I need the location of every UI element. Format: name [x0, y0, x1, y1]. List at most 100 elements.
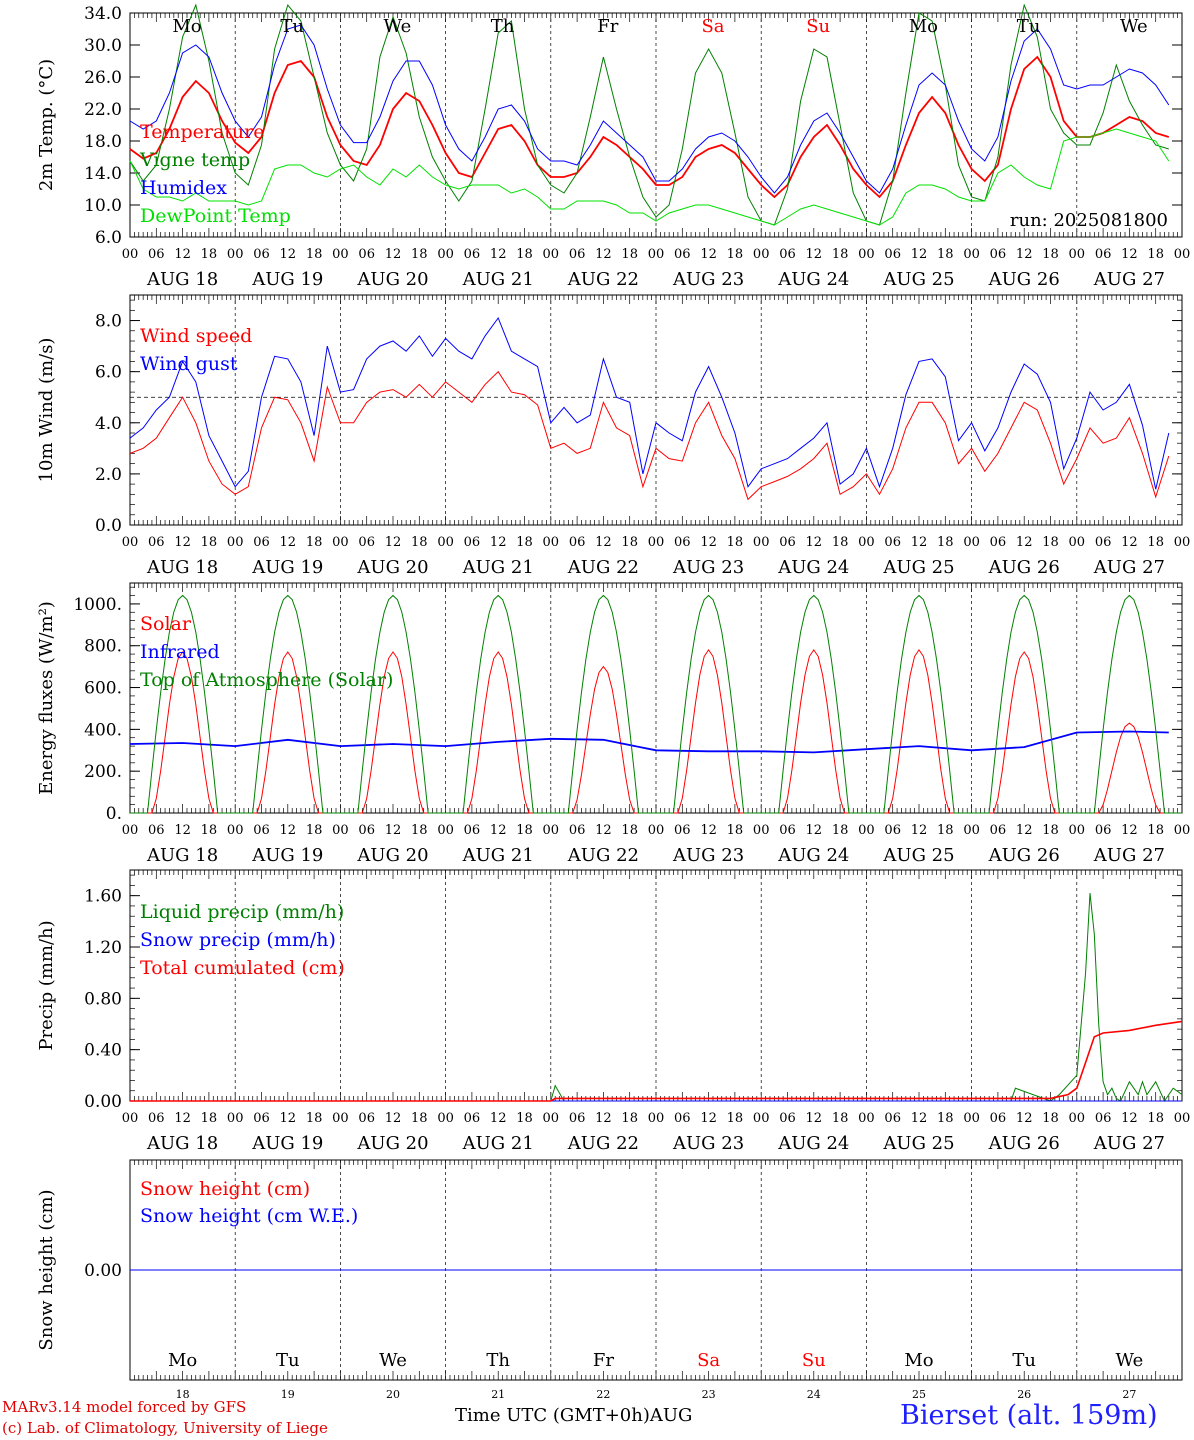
hour-tick-label: 12	[280, 823, 297, 838]
hour-tick-label: 00	[332, 1111, 349, 1126]
series-line	[129, 370, 1170, 501]
legend-entry: Snow height (cm W.E.)	[140, 1205, 358, 1227]
weekday-label: Tu	[1017, 16, 1041, 37]
hour-tick-label: 06	[779, 535, 796, 550]
legend-entry: Wind speed	[140, 325, 252, 347]
hour-tick-label: 12	[911, 1111, 928, 1126]
hour-tick-label: 18	[306, 247, 323, 262]
weekday-label-bottom: Tu	[1012, 1350, 1036, 1371]
hour-tick-label: 00	[543, 1111, 560, 1126]
hour-tick-label: 06	[569, 823, 586, 838]
date-label: AUG 25	[882, 1133, 954, 1154]
plot-frame-1	[129, 12, 1183, 238]
hour-tick-label: 12	[806, 1111, 823, 1126]
hour-tick-label: 00	[648, 247, 665, 262]
weekday-label-bottom: Su	[802, 1350, 826, 1371]
hour-tick-label: 18	[727, 823, 744, 838]
hour-tick-label: 18	[201, 1111, 218, 1126]
series-line	[130, 594, 1182, 814]
hour-tick-label: 06	[1095, 1111, 1112, 1126]
date-label: AUG 19	[251, 1133, 323, 1154]
hour-tick-label: 06	[674, 247, 691, 262]
hour-tick-label: 06	[569, 1111, 586, 1126]
y-tick-label: 400.	[84, 720, 122, 740]
hour-tick-label: 12	[385, 247, 402, 262]
hour-tick-label: 00	[543, 247, 560, 262]
hour-tick-label: 06	[1095, 535, 1112, 550]
y-tick-label: 0.00	[84, 1261, 122, 1281]
date-label: AUG 20	[356, 1133, 428, 1154]
day-number-label: 19	[281, 1388, 295, 1401]
hour-tick-label: 06	[148, 1111, 165, 1126]
hour-tick-label: 18	[516, 535, 533, 550]
hour-tick-label: 18	[201, 535, 218, 550]
hour-tick-label: 18	[621, 247, 638, 262]
hour-tick-label: 18	[621, 1111, 638, 1126]
y-tick-label: 30.0	[84, 36, 122, 56]
hour-tick-label: 06	[569, 247, 586, 262]
hour-tick-label: 00	[858, 1111, 875, 1126]
hour-tick-label: 06	[779, 247, 796, 262]
hour-tick-label: 06	[779, 1111, 796, 1126]
series-line	[129, 128, 1170, 226]
y-tick-label: 1.20	[84, 938, 122, 958]
hour-tick-label: 00	[543, 535, 560, 550]
hour-tick-label: 06	[358, 247, 375, 262]
hour-tick-label: 00	[1069, 247, 1086, 262]
hour-tick-label: 06	[674, 823, 691, 838]
hour-tick-label: 00	[858, 247, 875, 262]
y-tick-label: 1.60	[84, 887, 122, 907]
hour-tick-label: 00	[1174, 1111, 1191, 1126]
weekday-label-bottom: We	[1116, 1350, 1144, 1371]
hour-tick-label: 06	[253, 1111, 270, 1126]
hour-tick-label: 12	[174, 1111, 191, 1126]
hour-tick-label: 12	[1121, 247, 1138, 262]
hour-tick-label: 12	[490, 1111, 507, 1126]
hour-tick-label: 18	[832, 823, 849, 838]
hour-tick-label: 18	[516, 1111, 533, 1126]
date-label: AUG 26	[988, 557, 1060, 578]
hour-tick-label: 12	[595, 247, 612, 262]
hour-tick-label: 06	[990, 535, 1007, 550]
date-label: AUG 24	[777, 845, 849, 866]
hour-tick-label: 06	[464, 247, 481, 262]
legend-entry: Solar	[140, 613, 192, 635]
hour-tick-label: 12	[700, 1111, 717, 1126]
hour-tick-label: 00	[227, 247, 244, 262]
day-number-label: 21	[491, 1388, 505, 1401]
hour-tick-label: 12	[595, 535, 612, 550]
y-tick-label: 14.0	[84, 164, 122, 184]
date-label: AUG 18	[146, 1133, 218, 1154]
hour-tick-label: 00	[437, 535, 454, 550]
hour-tick-label: 00	[122, 535, 139, 550]
hour-tick-label: 00	[648, 823, 665, 838]
hour-tick-label: 00	[858, 535, 875, 550]
hour-tick-label: 18	[937, 823, 954, 838]
date-label: AUG 22	[567, 557, 639, 578]
series-line	[129, 730, 1169, 754]
hour-tick-label: 18	[727, 535, 744, 550]
hour-tick-label: 12	[490, 535, 507, 550]
day-number-label: 25	[912, 1388, 926, 1401]
hour-tick-label: 18	[516, 823, 533, 838]
hour-tick-label: 06	[253, 247, 270, 262]
date-label: AUG 21	[462, 557, 534, 578]
weekday-label: Sa	[701, 16, 724, 37]
hour-tick-label: 00	[1174, 823, 1191, 838]
date-label: AUG 23	[672, 557, 744, 578]
hour-tick-label: 18	[621, 535, 638, 550]
y-axis-label: Energy fluxes (W/m²)	[36, 601, 57, 795]
weekday-label: Mo	[909, 16, 938, 37]
hour-tick-label: 12	[700, 823, 717, 838]
hour-tick-label: 00	[332, 823, 349, 838]
weekday-label: Tu	[280, 16, 304, 37]
hour-tick-label: 18	[937, 1111, 954, 1126]
legend-entry: DewPoint Temp	[140, 205, 291, 227]
lab-credit: (c) Lab. of Climatology, University of L…	[2, 1419, 328, 1437]
weekday-label-bottom: Mo	[168, 1350, 197, 1371]
hour-tick-label: 12	[1016, 1111, 1033, 1126]
date-label: AUG 18	[146, 557, 218, 578]
y-tick-label: 0.40	[84, 1041, 122, 1061]
hour-tick-label: 06	[358, 535, 375, 550]
